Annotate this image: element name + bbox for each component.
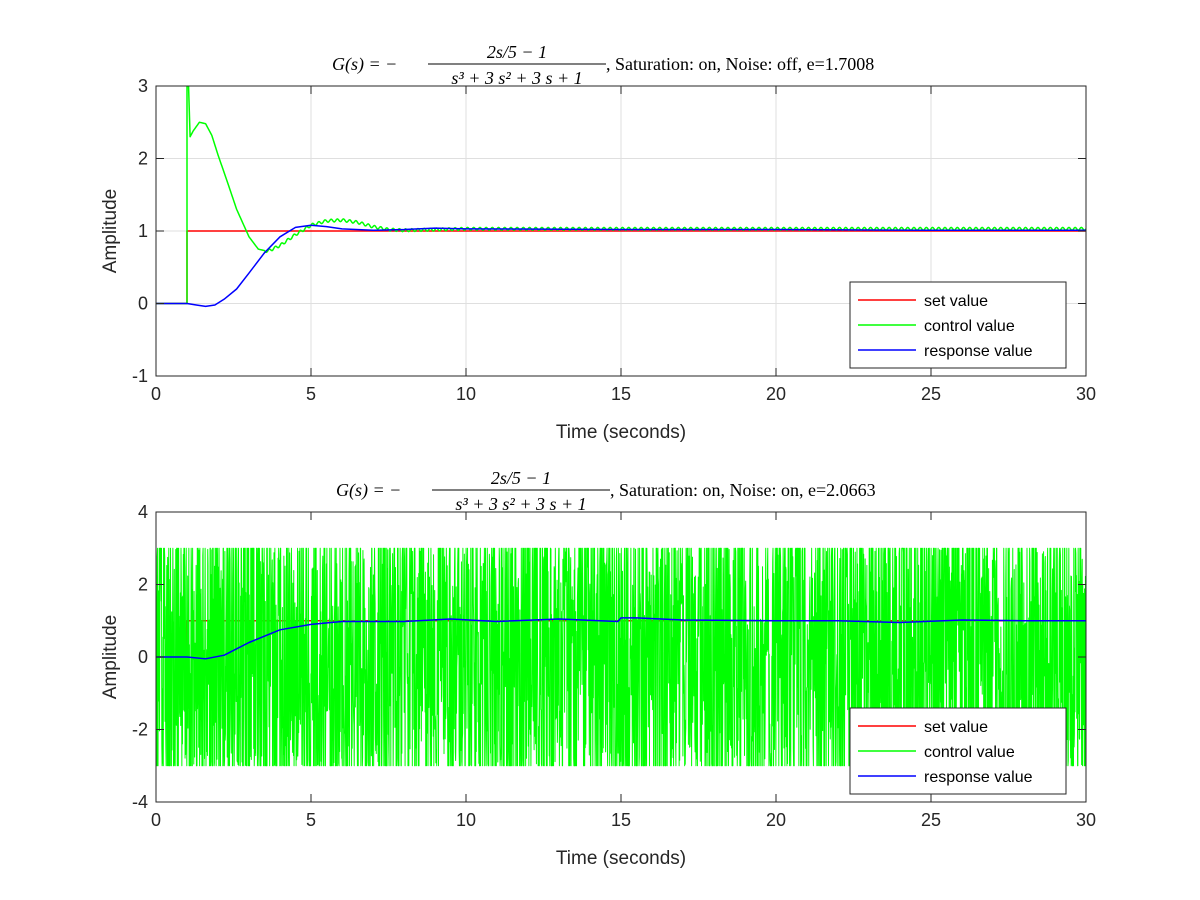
title-numerator: 2s/5 − 1 [487,42,547,62]
y-tick-label: -4 [132,792,148,812]
legend-label-set-value: set value [924,293,988,310]
bottom-plot-panel: 0 5 10 15 20 25 30 -4 -2 0 2 4 Time (seconds) Amplitu… [100,468,1096,869]
x-tick-label: 30 [1076,810,1096,830]
y-tick-label: -2 [132,720,148,740]
series-line-response-value [156,617,1086,660]
title-lhs: G(s) = − [332,54,397,75]
legend-label-response-value: response value [924,769,1033,786]
legend-label-control-value: control value [924,744,1015,761]
chart-title: G(s) = − 2s/5 − 1 s³ + 3 s² + 3 s + 1 , Sat… [332,42,874,88]
legend-label-set-value: set value [924,719,988,736]
x-tick-label: 20 [766,384,786,404]
y-tick-label: 1 [138,221,148,241]
legend-label-control-value: control value [924,318,1015,335]
y-tick-label: 0 [138,294,148,314]
x-tick-label: 30 [1076,384,1096,404]
x-tick-label: 25 [921,810,941,830]
title-suffix: , Saturation: on, Noise: off, e=1.7008 [606,54,874,74]
x-tick-label: 5 [306,810,316,830]
title-lhs: G(s) = − [336,480,401,501]
legend: set value control value response value [849,281,1067,369]
title-suffix: , Saturation: on, Noise: on, e=2.0663 [610,480,876,500]
legend: set value control value response value [849,707,1067,795]
x-tick-label: 5 [306,384,316,404]
x-tick-label: 15 [611,384,631,404]
x-tick-label: 20 [766,810,786,830]
series-line-control-value [156,547,1086,767]
x-tick-label: 10 [456,810,476,830]
y-tick-label: -1 [132,366,148,386]
x-axis-label: Time (seconds) [556,848,686,869]
series-group [156,547,1086,767]
y-axis-label: Amplitude [100,615,121,700]
y-tick-label: 3 [138,76,148,96]
x-axis-label: Time (seconds) [556,422,686,443]
x-tick-label: 15 [611,810,631,830]
legend-label-response-value: response value [924,343,1033,360]
x-tick-label: 0 [151,384,161,404]
y-tick-label: 0 [138,647,148,667]
series-group [156,86,1086,308]
title-numerator: 2s/5 − 1 [491,468,551,488]
y-axis-label: Amplitude [100,189,121,274]
x-tick-label: 10 [456,384,476,404]
y-tick-label: 2 [138,575,148,595]
x-tick-label: 25 [921,384,941,404]
y-tick-label: 4 [138,502,148,522]
x-tick-label: 0 [151,810,161,830]
y-tick-label: 2 [138,149,148,169]
title-denominator: s³ + 3 s² + 3 s + 1 [451,68,582,88]
series-line-response-value [156,224,1086,308]
title-denominator: s³ + 3 s² + 3 s + 1 [455,494,586,514]
chart-title: G(s) = − 2s/5 − 1 s³ + 3 s² + 3 s + 1 , Sat… [336,468,876,514]
